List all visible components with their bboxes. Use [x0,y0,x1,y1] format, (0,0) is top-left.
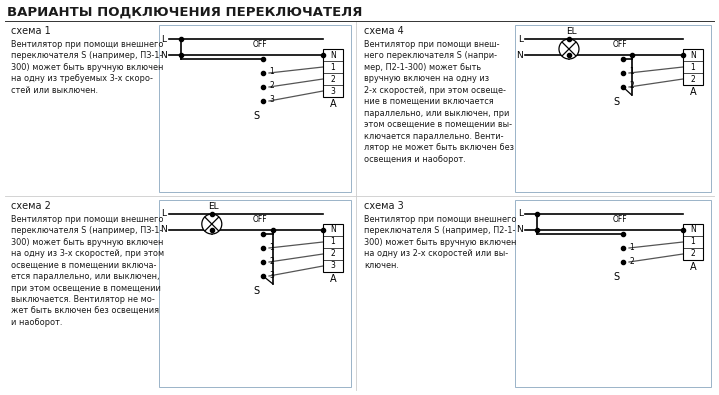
Text: ВАРИАНТЫ ПОДКЛЮЧЕНИЯ ПЕРЕКЛЮЧАТЕЛЯ: ВАРИАНТЫ ПОДКЛЮЧЕНИЯ ПЕРЕКЛЮЧАТЕЛЯ [7,6,362,19]
Text: OFF: OFF [252,215,267,224]
Text: N: N [690,51,696,60]
Bar [159,200,351,387]
Text: OFF: OFF [252,40,267,49]
Circle shape [559,39,579,59]
Text: 3: 3 [269,96,274,105]
Text: 2: 2 [691,250,695,258]
Text: 1: 1 [269,68,274,77]
Text: N: N [160,51,167,60]
Bar [159,25,351,192]
Text: 1: 1 [691,62,695,71]
Text: N: N [690,226,696,235]
Text: L: L [518,209,523,218]
Text: 1: 1 [331,237,335,246]
Text: N: N [516,226,523,235]
Text: 2: 2 [331,75,335,83]
Bar [515,200,711,387]
Text: S: S [253,286,259,296]
Text: 1: 1 [269,243,274,252]
Text: L: L [162,209,167,218]
Text: EL: EL [209,202,219,211]
Text: A: A [690,262,696,272]
Text: Вентилятор при помощи внешнего
переключателя S (например, ПЗ-1-
300) может быть : Вентилятор при помощи внешнего переключа… [11,215,164,327]
Text: 2: 2 [629,256,633,265]
Text: 2: 2 [269,81,274,90]
Text: схема 2: схема 2 [11,201,51,211]
Text: A: A [330,274,336,284]
Text: L: L [518,34,523,43]
Text: Вентилятор при помощи внешнего
переключателя S (например, П2-1-
300) может быть : Вентилятор при помощи внешнего переключа… [364,215,516,270]
Text: схема 1: схема 1 [11,26,51,36]
Text: схема 3: схема 3 [364,201,404,211]
Text: 3: 3 [269,271,274,280]
Bar [323,49,343,97]
Bar [683,49,703,85]
Text: Вентилятор при помощи внеш-
него переключателя S (напри-
мер, П2-1-300) может бы: Вентилятор при помощи внеш- него переклю… [364,40,514,164]
Text: S: S [253,111,259,121]
Text: N: N [160,226,167,235]
Text: A: A [690,87,696,97]
Text: 2: 2 [331,250,335,258]
Text: L: L [162,34,167,43]
Bar [515,25,711,192]
Text: 2: 2 [269,256,274,265]
Text: OFF: OFF [613,215,627,224]
Circle shape [202,214,221,234]
Text: S: S [613,272,619,282]
Text: N: N [330,226,336,235]
Text: OFF: OFF [613,40,627,49]
Text: 2: 2 [691,75,695,83]
Text: 2: 2 [629,81,633,90]
Text: схема 4: схема 4 [364,26,404,36]
Text: N: N [330,51,336,60]
Text: N: N [516,51,523,60]
Bar [683,224,703,260]
Text: A: A [330,99,336,109]
Text: 1: 1 [629,68,633,77]
Text: 1: 1 [691,237,695,246]
Text: 1: 1 [331,62,335,71]
Text: 3: 3 [331,261,336,271]
Text: EL: EL [566,27,577,36]
Text: Вентилятор при помощи внешнего
переключателя S (например, ПЗ-1-
300) может быть : Вентилятор при помощи внешнего переключа… [11,40,163,95]
Bar [323,224,343,272]
Text: 3: 3 [331,87,336,96]
Text: S: S [613,97,619,107]
Text: 1: 1 [629,243,633,252]
